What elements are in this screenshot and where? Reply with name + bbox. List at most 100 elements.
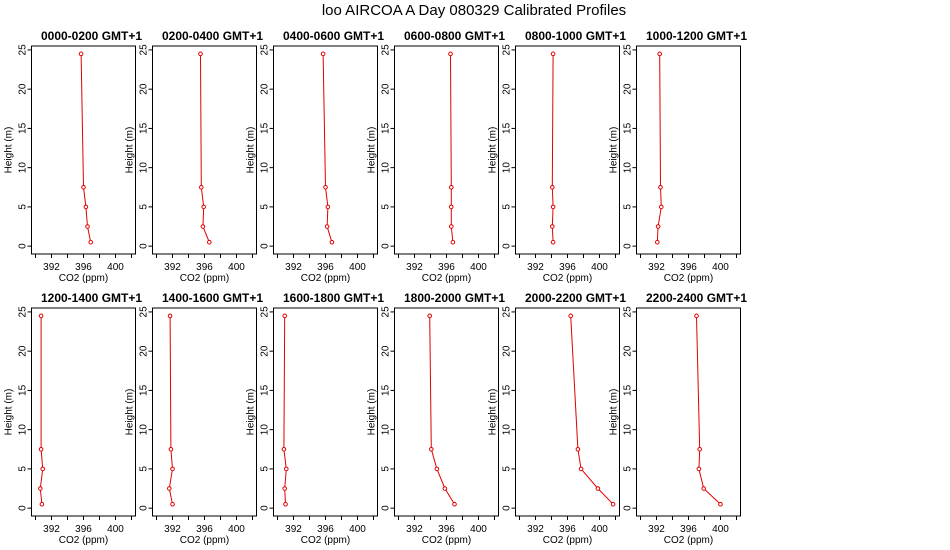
profile-line	[322, 53, 333, 243]
y-tick-label: 5	[381, 466, 392, 472]
panels-grid: 0000-0200 GMT+1 0 5 10 15 20 25 Height (m) 392 39…	[4, 29, 748, 546]
x-tick-label: 396	[438, 524, 455, 535]
x-tick-label: 392	[285, 524, 302, 535]
data-point	[167, 486, 172, 491]
x-tick-label: 400	[107, 262, 124, 273]
y-tick-label: 25	[18, 44, 29, 56]
y-axis-label: Height (m)	[488, 127, 499, 174]
x-axis-label: CO2 (ppm)	[422, 273, 471, 284]
y-tick-label: 15	[18, 122, 29, 134]
panel-title: 2000-2200 GMT+1	[525, 291, 626, 305]
data-point	[449, 224, 454, 229]
y-tick-label: 20	[381, 83, 392, 95]
x-tick-label: 400	[712, 262, 729, 273]
plot-frame	[394, 45, 499, 255]
data-point	[429, 446, 434, 452]
y-axis-label: Height (m)	[246, 389, 257, 436]
y-tick-label: 5	[502, 204, 513, 210]
data-point	[595, 486, 601, 491]
panel-8: 1400-1600 GMT+1 0 5 10 15 20 25 Height (m) 392 39…	[125, 291, 264, 546]
y-tick-label: 20	[623, 345, 634, 357]
y-tick-label: 15	[139, 122, 150, 134]
data-point	[167, 313, 173, 319]
data-point	[449, 204, 454, 210]
data-point	[83, 204, 89, 210]
y-tick-label: 15	[502, 122, 513, 134]
y-tick-label: 15	[381, 384, 392, 396]
data-point	[658, 184, 663, 190]
x-tick-label: 396	[559, 524, 576, 535]
profile-line	[200, 53, 210, 243]
y-tick-label: 20	[502, 345, 513, 357]
y-tick-label: 20	[502, 83, 513, 95]
y-tick-label: 20	[623, 83, 634, 95]
plot-frame	[273, 307, 378, 517]
y-tick-label: 25	[260, 306, 271, 318]
plot-frame	[515, 45, 620, 255]
y-tick-label: 5	[260, 466, 271, 472]
y-tick-label: 20	[139, 345, 150, 357]
y-axis-label: Height (m)	[367, 389, 378, 436]
panel-title: 0000-0200 GMT+1	[41, 29, 142, 43]
y-tick-label: 15	[139, 384, 150, 396]
x-tick-label: 400	[228, 262, 245, 273]
y-tick-label: 20	[260, 83, 271, 95]
x-axis-label: CO2 (ppm)	[180, 535, 229, 546]
x-tick-label: 400	[470, 262, 487, 273]
plot-frame	[31, 45, 136, 255]
y-tick-label: 10	[139, 424, 150, 436]
profile-line	[551, 53, 554, 243]
profile-line	[696, 315, 721, 505]
data-point	[38, 313, 44, 319]
y-tick-label: 10	[260, 424, 271, 436]
profile-line	[283, 315, 287, 505]
figure-title: loo AIRCOA A Day 080329 Calibrated Profi…	[322, 2, 626, 19]
y-tick-label: 0	[260, 243, 271, 249]
profile-line	[656, 53, 662, 243]
panel-7: 1200-1400 GMT+1 0 5 10 15 20 25 Height (m) 392 39…	[4, 291, 143, 546]
x-tick-label: 400	[107, 524, 124, 535]
data-point	[170, 501, 175, 507]
y-tick-label: 0	[260, 505, 271, 511]
data-point	[207, 239, 212, 245]
y-tick-label: 20	[381, 345, 392, 357]
panel-6: 1000-1200 GMT+1 0 5 10 15 20 25 Height (m) 392 39…	[609, 29, 748, 284]
data-point	[324, 224, 330, 229]
data-point	[452, 501, 457, 507]
y-tick-label: 0	[139, 243, 150, 249]
x-tick-label: 396	[680, 262, 697, 273]
data-point	[701, 486, 707, 491]
y-tick-label: 25	[502, 44, 513, 56]
x-tick-label: 392	[648, 262, 665, 273]
panel-title: 1400-1600 GMT+1	[162, 291, 263, 305]
x-tick-label: 392	[164, 262, 181, 273]
x-tick-label: 392	[285, 262, 302, 273]
profile-line	[570, 315, 614, 505]
y-tick-label: 25	[623, 44, 634, 56]
x-tick-label: 400	[591, 262, 608, 273]
data-point	[568, 313, 574, 319]
x-tick-label: 396	[438, 262, 455, 273]
data-point	[85, 224, 90, 229]
y-tick-label: 5	[381, 204, 392, 210]
x-axis-label: CO2 (ppm)	[180, 273, 229, 284]
plot-frame	[515, 307, 620, 517]
x-tick-label: 392	[406, 262, 423, 273]
y-tick-label: 25	[381, 44, 392, 56]
y-tick-label: 0	[502, 505, 513, 511]
data-point	[449, 184, 454, 190]
y-tick-label: 0	[502, 243, 513, 249]
x-tick-label: 400	[349, 524, 366, 535]
data-point	[434, 466, 440, 472]
y-tick-label: 25	[502, 306, 513, 318]
profile-line	[80, 53, 92, 243]
data-point	[550, 239, 556, 245]
y-tick-label: 0	[18, 243, 29, 249]
y-tick-label: 25	[381, 306, 392, 318]
x-tick-label: 396	[75, 262, 92, 273]
data-point	[320, 51, 326, 57]
x-axis-label: CO2 (ppm)	[59, 535, 108, 546]
data-point	[200, 224, 206, 229]
y-tick-label: 5	[502, 466, 513, 472]
